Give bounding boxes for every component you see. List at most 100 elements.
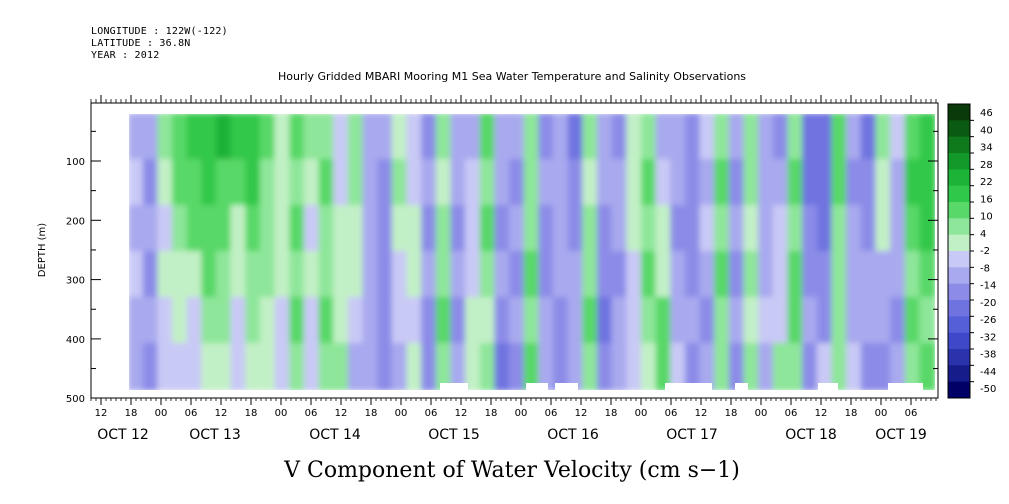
heatmap-cell [201, 114, 218, 161]
heatmap-cell [479, 114, 497, 161]
heatmap-cell [129, 251, 145, 299]
x-hour-label: 18 [485, 408, 498, 419]
heatmap-cell [245, 205, 262, 253]
heatmap-cell [259, 159, 277, 207]
heatmap-cell [582, 159, 599, 207]
colorbar-swatch [948, 120, 970, 138]
heatmap-cell [596, 159, 614, 207]
heatmap-cell [802, 297, 819, 345]
heatmap-cell [846, 297, 863, 345]
plot-frame [90, 102, 939, 399]
heatmap-cell [904, 114, 922, 161]
heatmap-cell [846, 159, 863, 207]
heatmap-cell [391, 114, 409, 161]
heatmap-cell [816, 114, 834, 161]
colorbar-label: -26 [980, 315, 996, 326]
heatmap-cell [509, 205, 526, 253]
heatmap-cell [758, 343, 775, 390]
heatmap-cell [230, 205, 248, 253]
heatmap-cell [479, 251, 497, 299]
heatmap-cell [274, 114, 292, 161]
heatmap-cell [303, 343, 321, 390]
y-tick-label: 100 [66, 157, 85, 168]
heatmap-cell [465, 297, 482, 345]
heatmap-cell [626, 205, 643, 253]
heatmap-cell [567, 114, 585, 161]
heatmap-cell [259, 205, 277, 253]
heatmap-cell [611, 251, 629, 299]
x-hour-label: 06 [425, 408, 438, 419]
heatmap-cell [523, 251, 541, 299]
heatmap-cell [743, 159, 761, 207]
heatmap-cell [699, 251, 717, 299]
axes: 100 200 300 400 500 12 18 00 06 12 18 00 06 12 18 00 06 1… [66, 95, 938, 443]
heatmap-cell [450, 159, 468, 207]
heatmap-cell [245, 297, 262, 345]
heatmap-cell [391, 251, 409, 299]
heatmap-cell [450, 343, 468, 390]
heatmap-cell [640, 205, 658, 253]
heatmap-cell [611, 114, 629, 161]
heatmap-cell [875, 343, 893, 390]
heatmap-cell [684, 159, 702, 207]
heatmap-cell [919, 205, 935, 253]
heatmap-cell [567, 297, 585, 345]
x-hour-label: 06 [185, 408, 198, 419]
x-day-label: OCT 14 [309, 427, 361, 443]
missing-data-gap [735, 383, 748, 390]
heatmap-cell [699, 343, 717, 390]
heatmap-cell [289, 205, 306, 253]
heatmap-cell [552, 159, 570, 207]
heatmap-cell [714, 159, 731, 207]
heatmap-cell [787, 205, 805, 253]
heatmap-cell [758, 251, 775, 299]
heatmap-cell [494, 114, 512, 161]
heatmap-cell [831, 159, 849, 207]
colorbar-swatch [948, 234, 970, 252]
heatmap-cell [538, 159, 555, 207]
y-tick-label: 400 [66, 335, 85, 346]
heatmap-cell [391, 297, 409, 345]
heatmap-cell [215, 343, 233, 390]
heatmap-cell [509, 251, 526, 299]
heatmap-cell [303, 114, 321, 161]
heatmap-cell [318, 205, 336, 253]
heatmap-cell [860, 251, 878, 299]
heatmap-cell [890, 205, 907, 253]
heatmap-cell [846, 251, 863, 299]
heatmap-cell [714, 297, 731, 345]
heatmap-cell [274, 159, 292, 207]
heatmap-cell [699, 205, 717, 253]
heatmap-cell [523, 205, 541, 253]
heatmap-cell [347, 159, 365, 207]
colorbar-swatch [948, 202, 970, 219]
heatmap-cell [347, 114, 365, 161]
colorbar-label: -44 [980, 367, 996, 378]
heatmap-cell [714, 205, 731, 253]
colorbar-swatch [948, 251, 970, 268]
heatmap-cell [758, 114, 775, 161]
heatmap-cell [626, 251, 643, 299]
x-hour-label: 12 [215, 408, 228, 419]
missing-data-gap [665, 383, 712, 390]
heatmap-cell [538, 251, 555, 299]
heatmap-cell [406, 297, 424, 345]
heatmap-cell [347, 343, 365, 390]
heatmap-cell [904, 251, 922, 299]
heatmap-cell [684, 297, 702, 345]
x-day-label: OCT 13 [189, 427, 241, 443]
heatmap-cell [582, 343, 599, 390]
x-hour-label: 00 [515, 408, 528, 419]
heatmap-cell [523, 297, 541, 345]
heatmap-cell [831, 205, 849, 253]
colorbar-label: -32 [980, 332, 996, 343]
heatmap-cell [406, 159, 424, 207]
heatmap-cell [816, 205, 834, 253]
heatmap-cell [406, 205, 424, 253]
heatmap-cell [846, 343, 863, 390]
heatmap-cell [743, 205, 761, 253]
heatmap-cell [142, 343, 160, 390]
heatmap-cell [875, 251, 893, 299]
heatmap-cell [362, 251, 380, 299]
